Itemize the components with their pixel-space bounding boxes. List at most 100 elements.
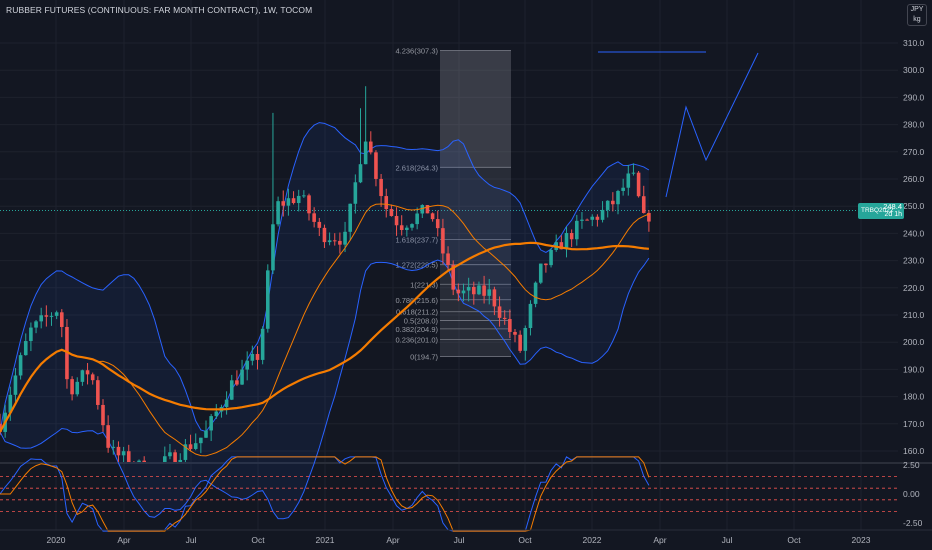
candle-body bbox=[616, 190, 620, 205]
candle-body bbox=[631, 172, 636, 174]
projection-path bbox=[665, 52, 759, 198]
last-price-tag: TRBQ2022 248.4 2d 1h bbox=[858, 203, 904, 219]
candle-body bbox=[497, 306, 502, 318]
candle-body bbox=[137, 460, 141, 462]
candle-body bbox=[80, 370, 85, 382]
price-tick-label: 190.0 bbox=[903, 364, 925, 374]
last-price-value: 248.4 bbox=[883, 202, 902, 211]
symbol-label: TRBQ2022 bbox=[861, 207, 894, 214]
candle-body bbox=[49, 315, 54, 317]
bollinger-upper bbox=[0, 122, 650, 433]
price-tick-label: 210.0 bbox=[903, 310, 925, 320]
candle-body bbox=[291, 198, 296, 204]
candle-body bbox=[549, 249, 553, 266]
candle-body bbox=[183, 444, 188, 460]
candle-body bbox=[477, 285, 481, 295]
price-tick-label: 240.0 bbox=[903, 228, 925, 238]
candle-body bbox=[96, 380, 100, 405]
candle-body bbox=[266, 270, 270, 329]
candle-body bbox=[487, 289, 492, 296]
candle-body bbox=[163, 456, 167, 462]
fib-level-label: 1(221.3) bbox=[410, 280, 438, 289]
candle-body bbox=[343, 231, 347, 245]
candle-body bbox=[353, 182, 358, 204]
candle-body bbox=[451, 264, 455, 290]
fib-level-label: 1.272(228.5) bbox=[395, 261, 438, 270]
candle-body bbox=[312, 213, 316, 222]
candle-body bbox=[430, 213, 435, 220]
candle-body bbox=[636, 172, 641, 197]
osc-tick-label: -2.50 bbox=[903, 518, 923, 528]
candle-body bbox=[544, 263, 548, 266]
projection-drawing[interactable] bbox=[598, 51, 759, 198]
osc-line-a bbox=[0, 456, 650, 532]
candle-body bbox=[250, 353, 255, 361]
candle-body bbox=[446, 253, 450, 265]
time-axis[interactable]: 2020 Apr Jul Oct 2021 Apr Jul Oct 2022 Apr Jul Oct 2… bbox=[0, 529, 932, 545]
candle-body bbox=[224, 399, 229, 407]
ma-slow-line bbox=[0, 241, 649, 433]
candle-body bbox=[626, 173, 631, 188]
osc-tick-label: 0.00 bbox=[903, 489, 920, 499]
bollinger-bands bbox=[0, 122, 650, 520]
candle-body bbox=[580, 219, 584, 221]
candle-body bbox=[199, 437, 203, 444]
candle-body bbox=[29, 327, 33, 342]
moving-averages bbox=[0, 203, 650, 457]
candle-body bbox=[116, 446, 121, 456]
time-tick-label: Apr bbox=[117, 535, 130, 545]
time-tick-label: Apr bbox=[386, 535, 399, 545]
candle-body bbox=[173, 452, 177, 462]
fib-upper-zone bbox=[440, 50, 511, 168]
fib-level-label: 1.618(237.7) bbox=[395, 236, 438, 245]
candle-body bbox=[302, 195, 306, 197]
candle-body bbox=[379, 178, 383, 197]
unit-label: kg bbox=[913, 16, 921, 23]
candle-body bbox=[204, 430, 208, 438]
oscillator-pane bbox=[0, 456, 898, 532]
time-tick-label: Jul bbox=[454, 535, 465, 545]
candle-body bbox=[425, 205, 430, 214]
candle-body bbox=[235, 380, 239, 385]
time-tick-label: 2020 bbox=[47, 535, 66, 545]
candle-body bbox=[276, 201, 280, 225]
candle-body bbox=[327, 240, 332, 243]
grid-lines bbox=[0, 0, 932, 530]
candle-body bbox=[142, 460, 146, 462]
ma-fast-line bbox=[0, 203, 650, 457]
candle-body bbox=[590, 216, 595, 220]
price-axis[interactable]: 310.0 300.0 290.0 280.0 270.0 260.0 250.0 240.0… bbox=[903, 38, 925, 528]
candle-body bbox=[101, 404, 105, 426]
candle-body bbox=[0, 423, 2, 432]
candle-body bbox=[575, 220, 579, 240]
candle-body bbox=[502, 317, 507, 320]
candle-body bbox=[363, 141, 368, 165]
candle-body bbox=[461, 290, 466, 294]
price-tick-label: 160.0 bbox=[903, 446, 925, 456]
candle-body bbox=[569, 233, 574, 240]
candle-body bbox=[18, 355, 23, 376]
osc-tick-label: 2.50 bbox=[903, 460, 920, 470]
time-tick-label: Jul bbox=[186, 535, 197, 545]
candle-body bbox=[286, 198, 291, 206]
candle-body bbox=[621, 187, 625, 191]
candle-body bbox=[358, 164, 363, 183]
time-tick-label: Oct bbox=[787, 535, 801, 545]
candle-body bbox=[441, 228, 445, 254]
price-tick-label: 180.0 bbox=[903, 392, 925, 402]
candle-body bbox=[281, 201, 286, 206]
candle-body bbox=[508, 319, 512, 332]
candle-body bbox=[332, 240, 337, 242]
currency-unit-button[interactable]: JPY kg bbox=[907, 4, 927, 26]
fib-level-label: 0.382(204.9) bbox=[395, 325, 438, 334]
candle-body bbox=[60, 312, 64, 327]
time-tick-label: Jul bbox=[722, 535, 733, 545]
candle-body bbox=[126, 451, 131, 462]
candle-body bbox=[456, 289, 461, 294]
candle-body bbox=[482, 285, 486, 296]
time-tick-label: Oct bbox=[518, 535, 532, 545]
candle-body bbox=[44, 315, 49, 317]
candle-body bbox=[255, 353, 260, 360]
candle-body bbox=[178, 459, 183, 462]
